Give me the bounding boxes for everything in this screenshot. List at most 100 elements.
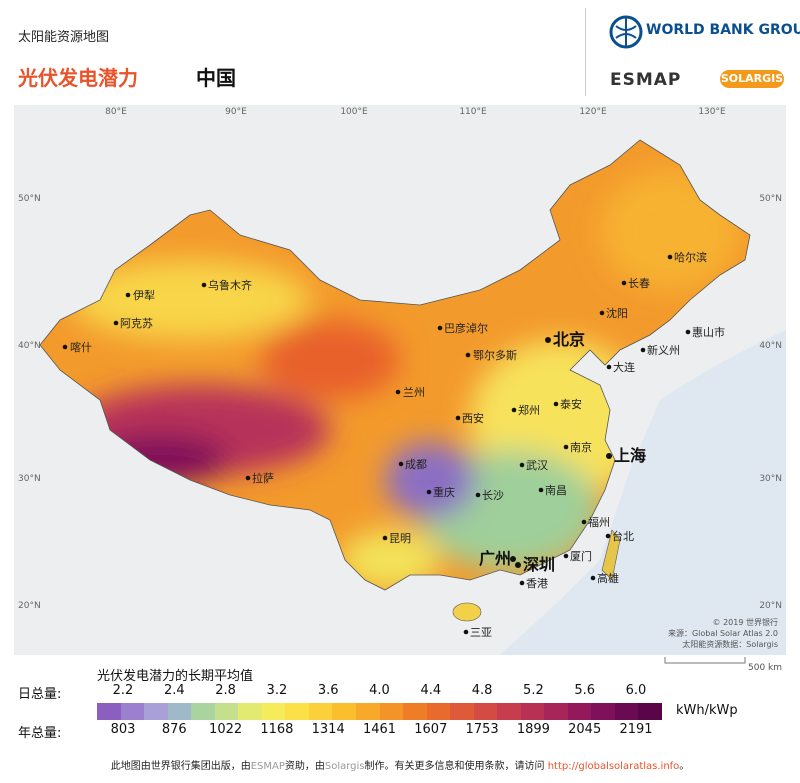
city-dot — [382, 535, 388, 541]
subtitle: 太阳能资源地图 — [18, 30, 110, 45]
lon-label: 100°E — [340, 107, 368, 117]
legend-tick-label: 1461 — [362, 722, 397, 737]
footer-text: 此地图由世界银行集团出版，由 — [110, 761, 251, 772]
city-dot — [599, 310, 605, 316]
footer: 此地图由世界银行集团出版，由ESMAP资助，由Solargis制作。有关更多信息… — [0, 757, 800, 772]
legend-tick-label: 1753 — [465, 722, 499, 737]
city-dot — [465, 352, 471, 358]
legend-swatch — [97, 703, 122, 720]
lat-label: 40°N — [18, 341, 41, 351]
annual-label: 年总量: — [18, 726, 62, 741]
lat-label: 20°N — [18, 601, 41, 611]
footer-esmap: ESMAP — [250, 761, 285, 772]
city-dot — [245, 475, 251, 481]
legend-tick-label: 1168 — [260, 722, 294, 737]
legend-title: 光伏发电潜力的长期平均值 — [97, 669, 254, 684]
legend-swatch — [261, 703, 286, 720]
lat-label: 50°N — [759, 194, 782, 204]
city-dot — [553, 401, 559, 407]
credit: 来源：Global Solar Atlas 2.0 — [668, 629, 778, 638]
legend-swatch — [403, 703, 428, 720]
city-dot — [605, 533, 611, 539]
legend-swatch — [520, 703, 545, 720]
city-label: 拉萨 — [252, 471, 274, 485]
scale-bar — [664, 657, 746, 664]
city-label: 广州 — [479, 549, 511, 568]
legend-tick-label: 4.0 — [369, 683, 390, 698]
legend-tick-label: 5.6 — [574, 683, 596, 698]
city-dot — [640, 347, 646, 353]
legend-tick-label: 2.8 — [215, 683, 236, 698]
city-label: 深圳 — [523, 555, 555, 574]
legend-swatch — [120, 703, 145, 720]
city-dot — [606, 453, 612, 459]
lat-label: 50°N — [18, 194, 41, 204]
legend-tick-label: 1607 — [414, 722, 448, 737]
city-label: 长春 — [628, 277, 650, 290]
city-dot — [201, 282, 207, 288]
legend-tick-label: 2045 — [568, 722, 602, 737]
city-dot — [667, 254, 673, 260]
legend-swatch — [614, 703, 639, 720]
legend-swatch — [426, 703, 451, 720]
legend-swatch — [450, 703, 475, 720]
legend-tick-label: 6.0 — [625, 683, 647, 698]
legend-swatch — [379, 703, 404, 720]
divider — [585, 8, 586, 96]
city-dot — [538, 487, 544, 493]
legend-swatch — [214, 703, 239, 720]
city-label: 沈阳 — [606, 306, 628, 320]
city-dot — [519, 580, 525, 586]
legend-tick-label: 2.4 — [163, 683, 185, 698]
lon-label: 90°E — [225, 107, 247, 117]
city-dot — [621, 280, 627, 286]
city-dot — [463, 629, 469, 635]
city-dot — [606, 364, 612, 370]
legend-tick-label: 3.6 — [317, 683, 339, 698]
city-label: 高雄 — [597, 571, 619, 585]
logo-solargis: SOLARGIS — [720, 70, 784, 88]
legend-tick-label: 876 — [161, 722, 187, 737]
city-dot — [395, 389, 401, 395]
city-dot — [125, 292, 131, 298]
city-label: 台北 — [612, 529, 634, 543]
footer-text: 资助，由 — [284, 761, 325, 772]
region: 中国 — [196, 66, 236, 90]
city-label: 厦门 — [570, 549, 592, 563]
city-dot — [519, 462, 525, 468]
logo-esmap: ESMAP — [610, 70, 682, 90]
legend-swatch — [308, 703, 333, 720]
daily-label: 日总量: — [18, 687, 62, 702]
cities: 伊犁 乌鲁木齐 阿克苏 喀什 拉萨 兰州 巴彦淖尔 鄂尔多斯 北京 哈尔滨 长春… — [62, 250, 725, 639]
legend-swatch — [285, 703, 310, 720]
city-dot — [563, 444, 569, 450]
city-label: 大连 — [613, 360, 635, 374]
title: 光伏发电潜力 — [18, 66, 138, 90]
legend-swatch — [167, 703, 192, 720]
footer-link[interactable]: http://globalsolaratlas.info — [547, 761, 680, 772]
credit: © 2019 世界银行 — [713, 617, 778, 627]
legend-swatch — [567, 703, 592, 720]
city-dot — [685, 329, 691, 335]
city-label: 伊犁 — [133, 288, 155, 302]
city-dot — [515, 562, 521, 568]
city-label: 郑州 — [518, 403, 540, 417]
legend-swatch — [332, 703, 357, 720]
legend-tick-label: 4.8 — [471, 683, 493, 698]
city-dot — [511, 407, 517, 413]
city-label: 长沙 — [482, 489, 504, 502]
legend-tick-label: 1022 — [209, 722, 243, 737]
map: 80°E 90°E 100°E 110°E 120°E 130°E 50°N 4… — [14, 105, 786, 673]
city-label: 乌鲁木齐 — [208, 278, 252, 292]
city-dot — [398, 461, 404, 467]
legend-tick-label: 5.2 — [523, 683, 544, 698]
city-dot — [475, 492, 481, 498]
legend-swatch — [144, 703, 169, 720]
city-dot — [510, 556, 516, 562]
city-label: 重庆 — [433, 485, 455, 499]
lon-label: 130°E — [698, 107, 726, 117]
city-label: 兰州 — [403, 386, 425, 399]
scale-label: 500 km — [748, 663, 782, 673]
legend-swatch — [591, 703, 616, 720]
